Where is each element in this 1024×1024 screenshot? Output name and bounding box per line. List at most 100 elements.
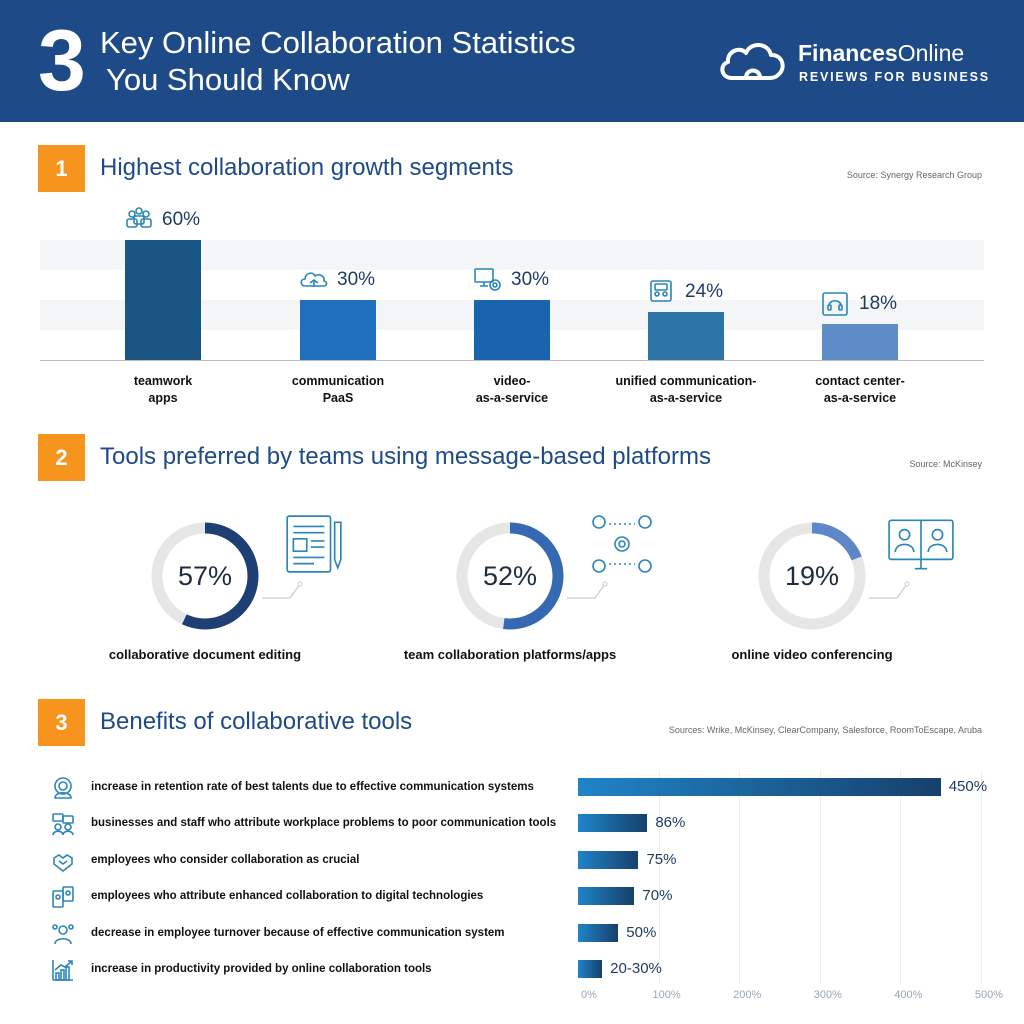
x-axis-tick: 200%: [733, 989, 762, 1001]
bar-value-label: 30%: [511, 269, 550, 290]
header-number: 3: [38, 13, 86, 109]
bar-category-line: apps: [148, 391, 178, 405]
team-icon: [126, 207, 152, 228]
benefit-label: increase in retention rate of best talen…: [91, 781, 534, 793]
benefit-label: employees who consider collaboration as …: [91, 853, 360, 866]
chat-people-icon: [52, 813, 74, 836]
benefit-value-label: 70%: [642, 887, 673, 905]
brand-tagline: REVIEWS FOR BUSINESS: [799, 70, 990, 84]
bar-value-label: 30%: [337, 269, 376, 290]
section-1-badge: 1: [38, 145, 85, 192]
bar-category-label: unified communication-as-a-service: [601, 373, 771, 407]
section-2-badge: 2: [38, 434, 85, 481]
chart-baseline: [40, 360, 984, 361]
benefit-value-label: 450%: [948, 778, 988, 795]
talent-icon: [54, 777, 72, 799]
benefit-label: increase in productivity provided by onl…: [91, 963, 432, 975]
donut-3: [758, 522, 866, 630]
donut-value-label: 52%: [482, 561, 538, 591]
gridline: [819, 770, 821, 984]
bar-category-line: communication: [291, 374, 385, 388]
video-call-icon: [650, 280, 672, 302]
benefit-bar: [578, 814, 648, 833]
bar-1: [125, 240, 201, 360]
gridline: [981, 770, 982, 984]
cloud-logo-icon: [720, 43, 785, 80]
page-title-line-2: You Should Know: [106, 62, 350, 97]
bar-value-label: 24%: [685, 281, 724, 302]
benefit-bar: [578, 960, 603, 978]
team-turnover-icon: [52, 923, 74, 944]
bar-5: [822, 324, 898, 360]
donut-1: [151, 522, 259, 630]
bar-category-line: as-a-service: [475, 391, 549, 405]
bar-category-label: communication PaaS: [253, 373, 423, 407]
donut-category-label: online video conferencing: [731, 647, 893, 662]
benefit-label: employees who attribute enhanced collabo…: [91, 890, 484, 903]
bar-category-label: teamwork apps: [78, 373, 248, 407]
x-axis-tick: 400%: [894, 989, 923, 1001]
team-gear-icon: [592, 515, 652, 573]
bar-3: [474, 300, 550, 360]
bar-category-line: video-: [493, 374, 531, 388]
section-1-source: Source: Synergy Research Group: [846, 170, 982, 180]
bar-category-line: contact center-: [815, 374, 905, 388]
benefit-label: decrease in employee turnover because of…: [91, 926, 505, 939]
x-axis-tick: 300%: [813, 989, 842, 1001]
benefit-value-label: 50%: [626, 923, 657, 941]
benefit-value-label: 86%: [655, 814, 686, 832]
video-conference-icon: [888, 519, 954, 570]
headset-icon: [822, 292, 848, 316]
bar-category-line: as-a-service: [649, 391, 723, 405]
bar-category-line: PaaS: [322, 391, 354, 405]
x-axis-tick: 500%: [974, 989, 1004, 1001]
donut-value-label: 19%: [784, 561, 840, 591]
document-edit-icon: [286, 515, 342, 573]
bar-value-label: 60%: [162, 209, 201, 230]
connector-line: [262, 581, 303, 599]
donut-category-label: team collaboration platforms/apps: [403, 647, 617, 662]
section-1-title: Highest collaboration growth segments: [100, 154, 514, 181]
bar-4: [648, 312, 724, 360]
digital-devices-icon: [52, 886, 74, 908]
x-axis-tick: 100%: [652, 989, 681, 1001]
donut-arc: [151, 522, 259, 630]
x-axis-tick: 0%: [581, 989, 597, 1001]
benefit-bar: [578, 850, 639, 869]
connector-line: [567, 581, 608, 599]
section-2-title: Tools preferred by teams using message-b…: [100, 443, 711, 470]
section-3-source: Sources: Wrike, McKinsey, ClearCompany, …: [668, 725, 982, 735]
connector-line: [869, 581, 910, 599]
section-3-badge: 3: [38, 699, 85, 746]
benefit-value-label: 20-30%: [610, 960, 662, 977]
video-monitor-icon: [474, 268, 501, 291]
gridline: [658, 770, 660, 984]
bar-category-label: video-as-a-service: [427, 373, 597, 407]
benefit-bar: [578, 887, 635, 906]
brand-name: FinancesOnline: [798, 40, 965, 66]
gridline: [739, 770, 741, 984]
handshake-icon: [53, 853, 73, 872]
benefit-value-label: 75%: [646, 850, 677, 868]
page-title-line-1: Key Online Collaboration Statistics: [100, 25, 576, 60]
donut-2: [456, 522, 564, 630]
benefit-bar: [578, 778, 941, 796]
donut-arc: [758, 522, 866, 630]
growth-chart-icon: [52, 960, 73, 981]
section-2-source: Source: McKinsey: [909, 459, 982, 469]
donut-arc: [456, 522, 564, 630]
bar-category-line: teamwork: [133, 374, 193, 388]
donut-value-label: 57%: [177, 561, 233, 591]
donut-category-label: collaborative document editing: [108, 647, 302, 662]
cloud-icon: [300, 272, 328, 287]
bar-category-line: as-a-service: [823, 391, 897, 405]
bar-value-label: 18%: [859, 293, 898, 314]
benefit-label: businesses and staff who attribute workp…: [91, 817, 557, 830]
benefit-bar: [578, 923, 619, 942]
bar-2: [300, 300, 376, 360]
section-3-title: Benefits of collaborative tools: [100, 708, 413, 735]
bar-category-line: unified communication-: [615, 374, 757, 388]
bar-category-label: contact center-as-a-service: [775, 373, 945, 407]
header-banner: 3 Key Online Collaboration Statistics Yo…: [0, 0, 1024, 122]
gridline: [900, 770, 902, 984]
